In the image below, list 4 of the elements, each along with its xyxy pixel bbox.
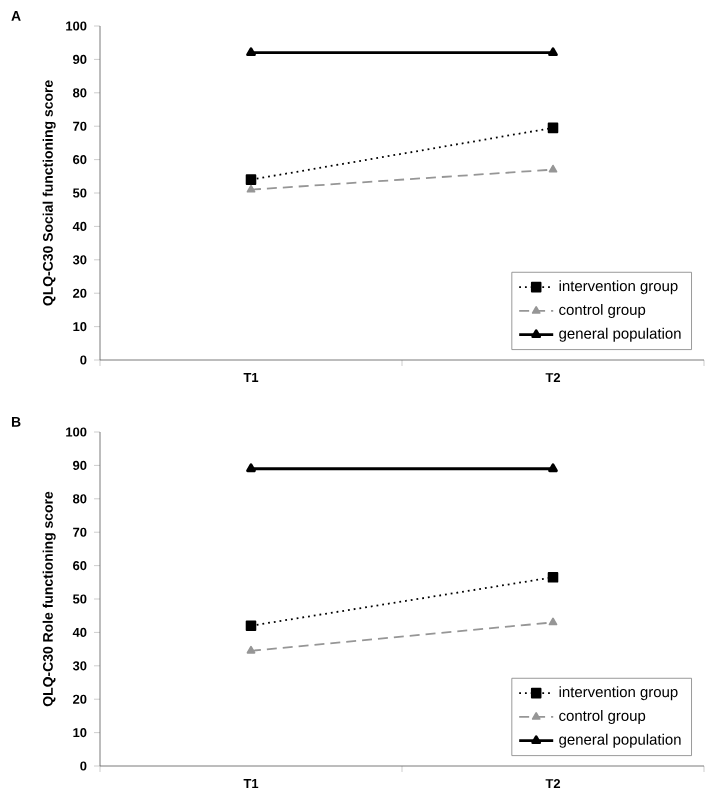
point (245, 620, 257, 632)
point (547, 122, 559, 134)
point (245, 174, 257, 185)
point (547, 572, 559, 583)
